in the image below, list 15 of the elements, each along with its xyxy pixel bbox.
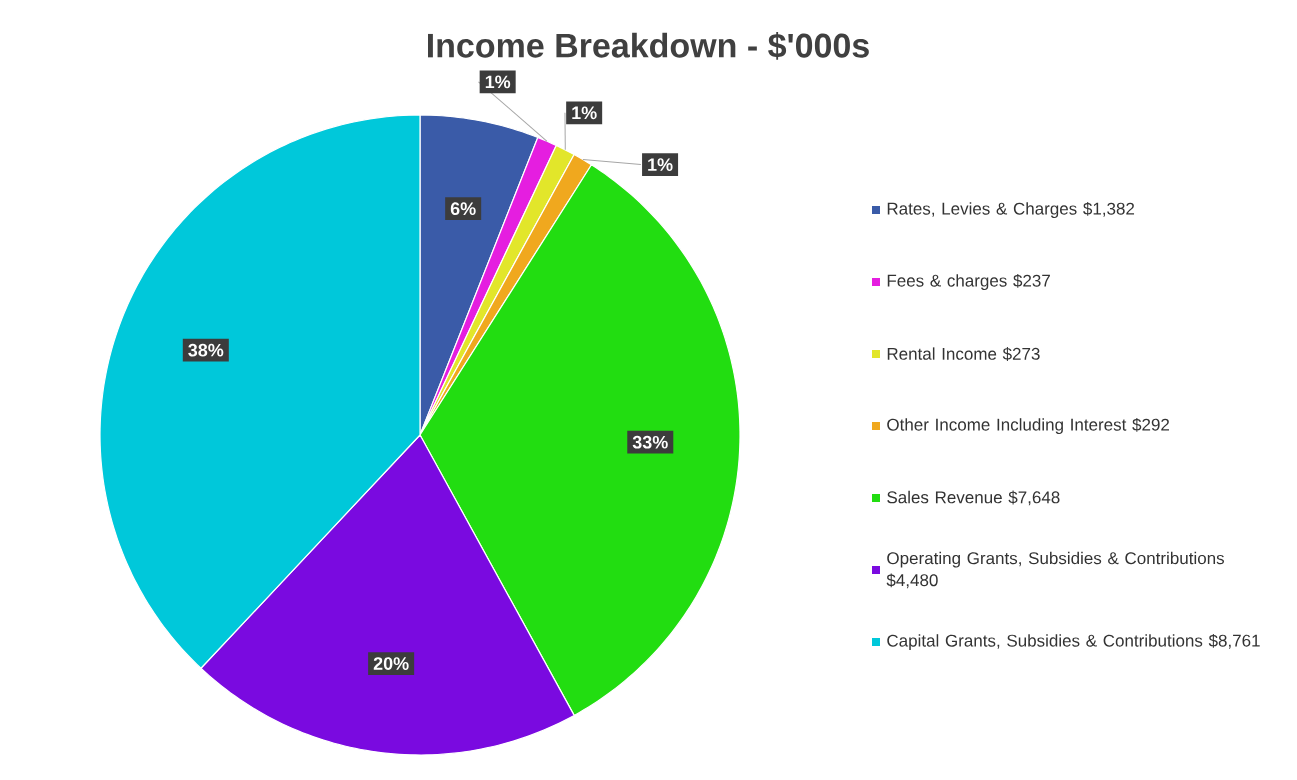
chart-title: Income Breakdown - $'000s: [428, 32, 869, 60]
legend-label: Fees & charges $237: [887, 273, 1050, 291]
legend-label: Rental Income $273: [887, 347, 1040, 361]
data-label: 20%: [373, 657, 409, 670]
data-label: 1%: [648, 158, 673, 171]
legend-label: Operating Grants, Subsidies & Contributions $4,480: [886, 551, 1225, 589]
data-label: 38%: [188, 343, 224, 357]
data-label: 1%: [572, 106, 597, 120]
legend-label: Capital Grants, Subsidies & Contributions $8,761: [887, 633, 1260, 651]
data-label: 33%: [632, 435, 668, 449]
legend-label: Other Income Including Interest $292: [887, 417, 1169, 435]
data-label: 6%: [450, 202, 476, 216]
legend-label: Sales Revenue $7,648: [887, 490, 1060, 506]
legend-label: Rates, Levies & Charges $1,382: [887, 201, 1135, 219]
data-label: 1%: [485, 75, 511, 89]
